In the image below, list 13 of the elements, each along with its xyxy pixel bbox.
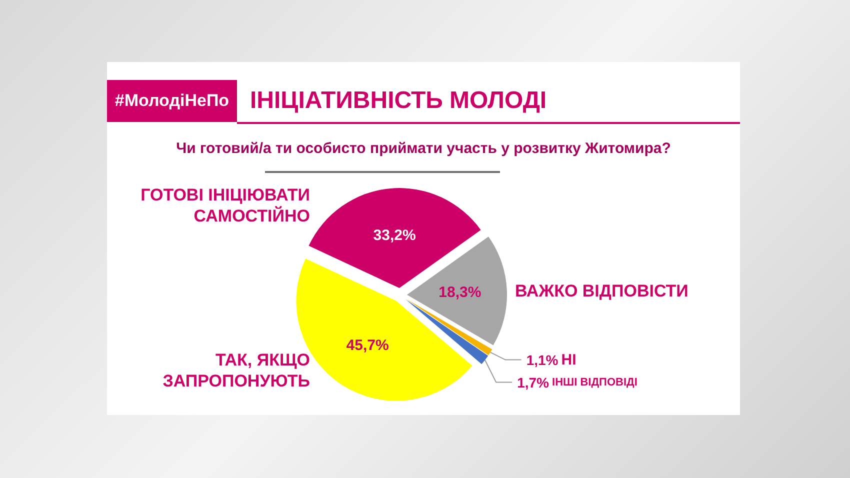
- slice-label: ВАЖКО ВІДПОВІСТИ: [515, 282, 688, 301]
- chart-title: ІНІЦІАТИВНІСТЬ МОЛОДІ: [250, 86, 547, 116]
- text: #МолодіНеПо: [107, 80, 237, 122]
- slice-label: ІНШІ ВІДПОВІДІ: [552, 376, 638, 388]
- data-label: 33,2%: [373, 226, 416, 244]
- data-label: 18,3%: [438, 284, 482, 301]
- chart-subtitle: Чи готовий/а ти особисто приймати участь у розвитку Житомира?: [175, 140, 672, 157]
- slice-label: ГОТОВІ ІНІЦІЮВАТИ САМОСТІЙНО: [140, 185, 310, 226]
- data-label: 1,7%: [517, 374, 550, 390]
- slice-label: ТАК, ЯКЩО ЗАПРОПОНУЮТЬ: [162, 350, 310, 391]
- slice-label: НІ: [561, 351, 576, 368]
- data-label: 1,1%: [526, 352, 559, 368]
- data-label: 45,7%: [346, 336, 389, 354]
